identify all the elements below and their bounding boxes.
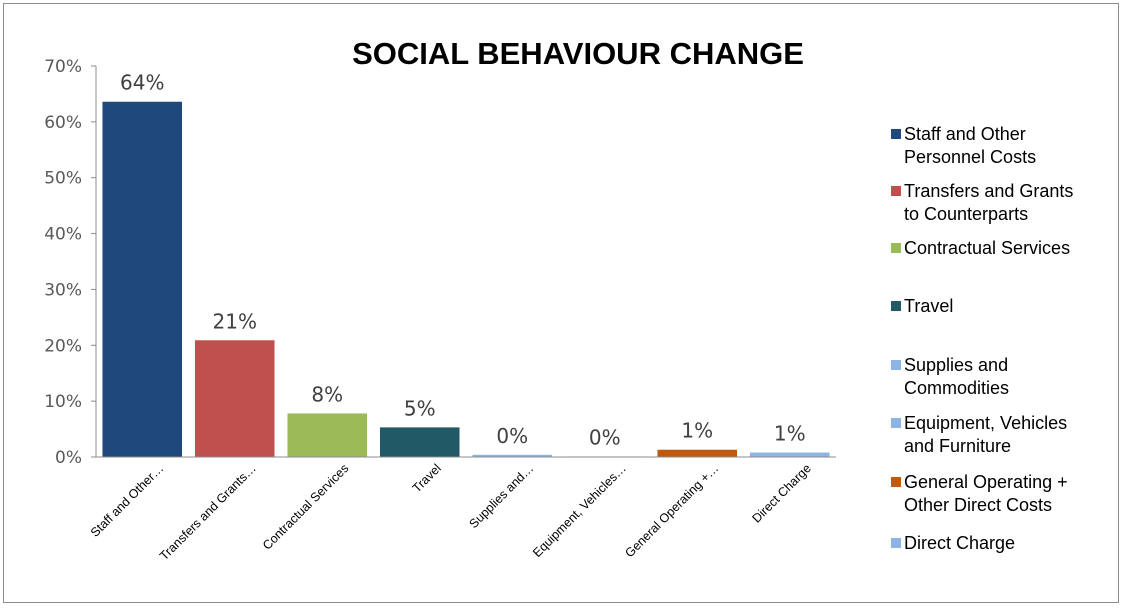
y-tick-label: 0% (55, 448, 82, 468)
bar (194, 340, 275, 457)
x-axis: Staff and Other…Transfers and Grants… Con… (88, 456, 836, 563)
data-label: 64% (120, 71, 164, 95)
bar (657, 449, 738, 457)
x-tick-label: Contractual Services (260, 461, 351, 552)
chart-title: SOCIAL BEHAVIOUR CHANGE (352, 36, 804, 71)
legend-label: Supplies and (904, 355, 1008, 375)
data-label: 1% (681, 419, 713, 443)
legend-swatch (891, 186, 901, 196)
y-tick-label: 10% (44, 392, 82, 412)
legend-label: Direct Charge (904, 533, 1015, 553)
legend-label: to Counterparts (904, 204, 1028, 224)
chart-frame (3, 3, 1119, 603)
y-tick-label: 70% (44, 57, 82, 77)
bar (472, 454, 553, 457)
x-tick-label: Equipment, Vehicles… (530, 461, 629, 560)
x-tick-label: Staff and Other… (88, 461, 167, 540)
legend: Staff and Other Personnel Costs Transfers … (891, 124, 1073, 553)
legend-label: Personnel Costs (904, 147, 1036, 167)
bars (102, 101, 830, 458)
data-label: 8% (311, 382, 343, 406)
legend-label: Transfers and Grants (904, 181, 1073, 201)
x-tick-label: Transfers and Grants… (157, 461, 259, 563)
x-tick-label: General Operating +… (622, 461, 721, 560)
x-tick-label: Direct Charge (749, 461, 813, 525)
legend-swatch (891, 360, 901, 370)
y-tick-label: 30% (44, 280, 82, 300)
legend-label: Other Direct Costs (904, 495, 1052, 515)
y-tick-label: 20% (44, 336, 82, 356)
legend-swatch (891, 301, 901, 311)
bar (749, 452, 830, 457)
y-tick-label: 40% (44, 225, 82, 245)
y-tick-label: 60% (44, 113, 82, 133)
data-labels: 64% 21% 8% 5% 0% 0% 1% 1% (120, 71, 806, 450)
legend-label: Staff and Other (904, 124, 1026, 144)
legend-swatch (891, 129, 901, 139)
bar (102, 101, 183, 458)
y-tick-label: 50% (44, 169, 82, 189)
data-label: 0% (589, 425, 621, 449)
legend-label: Travel (904, 296, 953, 316)
legend-label: and Furniture (904, 436, 1011, 456)
legend-swatch (891, 243, 901, 253)
legend-swatch (891, 477, 901, 487)
x-tick-label: Travel (410, 461, 444, 495)
y-axis: 0% 10% 20% 30% 40% 50% 60% 70% (44, 57, 97, 468)
bar (379, 427, 460, 457)
data-label: 21% (213, 309, 257, 333)
data-label: 1% (774, 422, 806, 446)
legend-swatch (891, 538, 901, 548)
legend-label: Contractual Services (904, 238, 1070, 258)
data-label: 0% (496, 424, 528, 448)
legend-label: Equipment, Vehicles (904, 413, 1067, 433)
bar (287, 413, 368, 457)
legend-label: General Operating + (904, 472, 1068, 492)
legend-swatch (891, 418, 901, 428)
legend-label: Commodities (904, 378, 1009, 398)
x-tick-label: Supplies and… (467, 461, 537, 531)
data-label: 5% (404, 396, 436, 420)
